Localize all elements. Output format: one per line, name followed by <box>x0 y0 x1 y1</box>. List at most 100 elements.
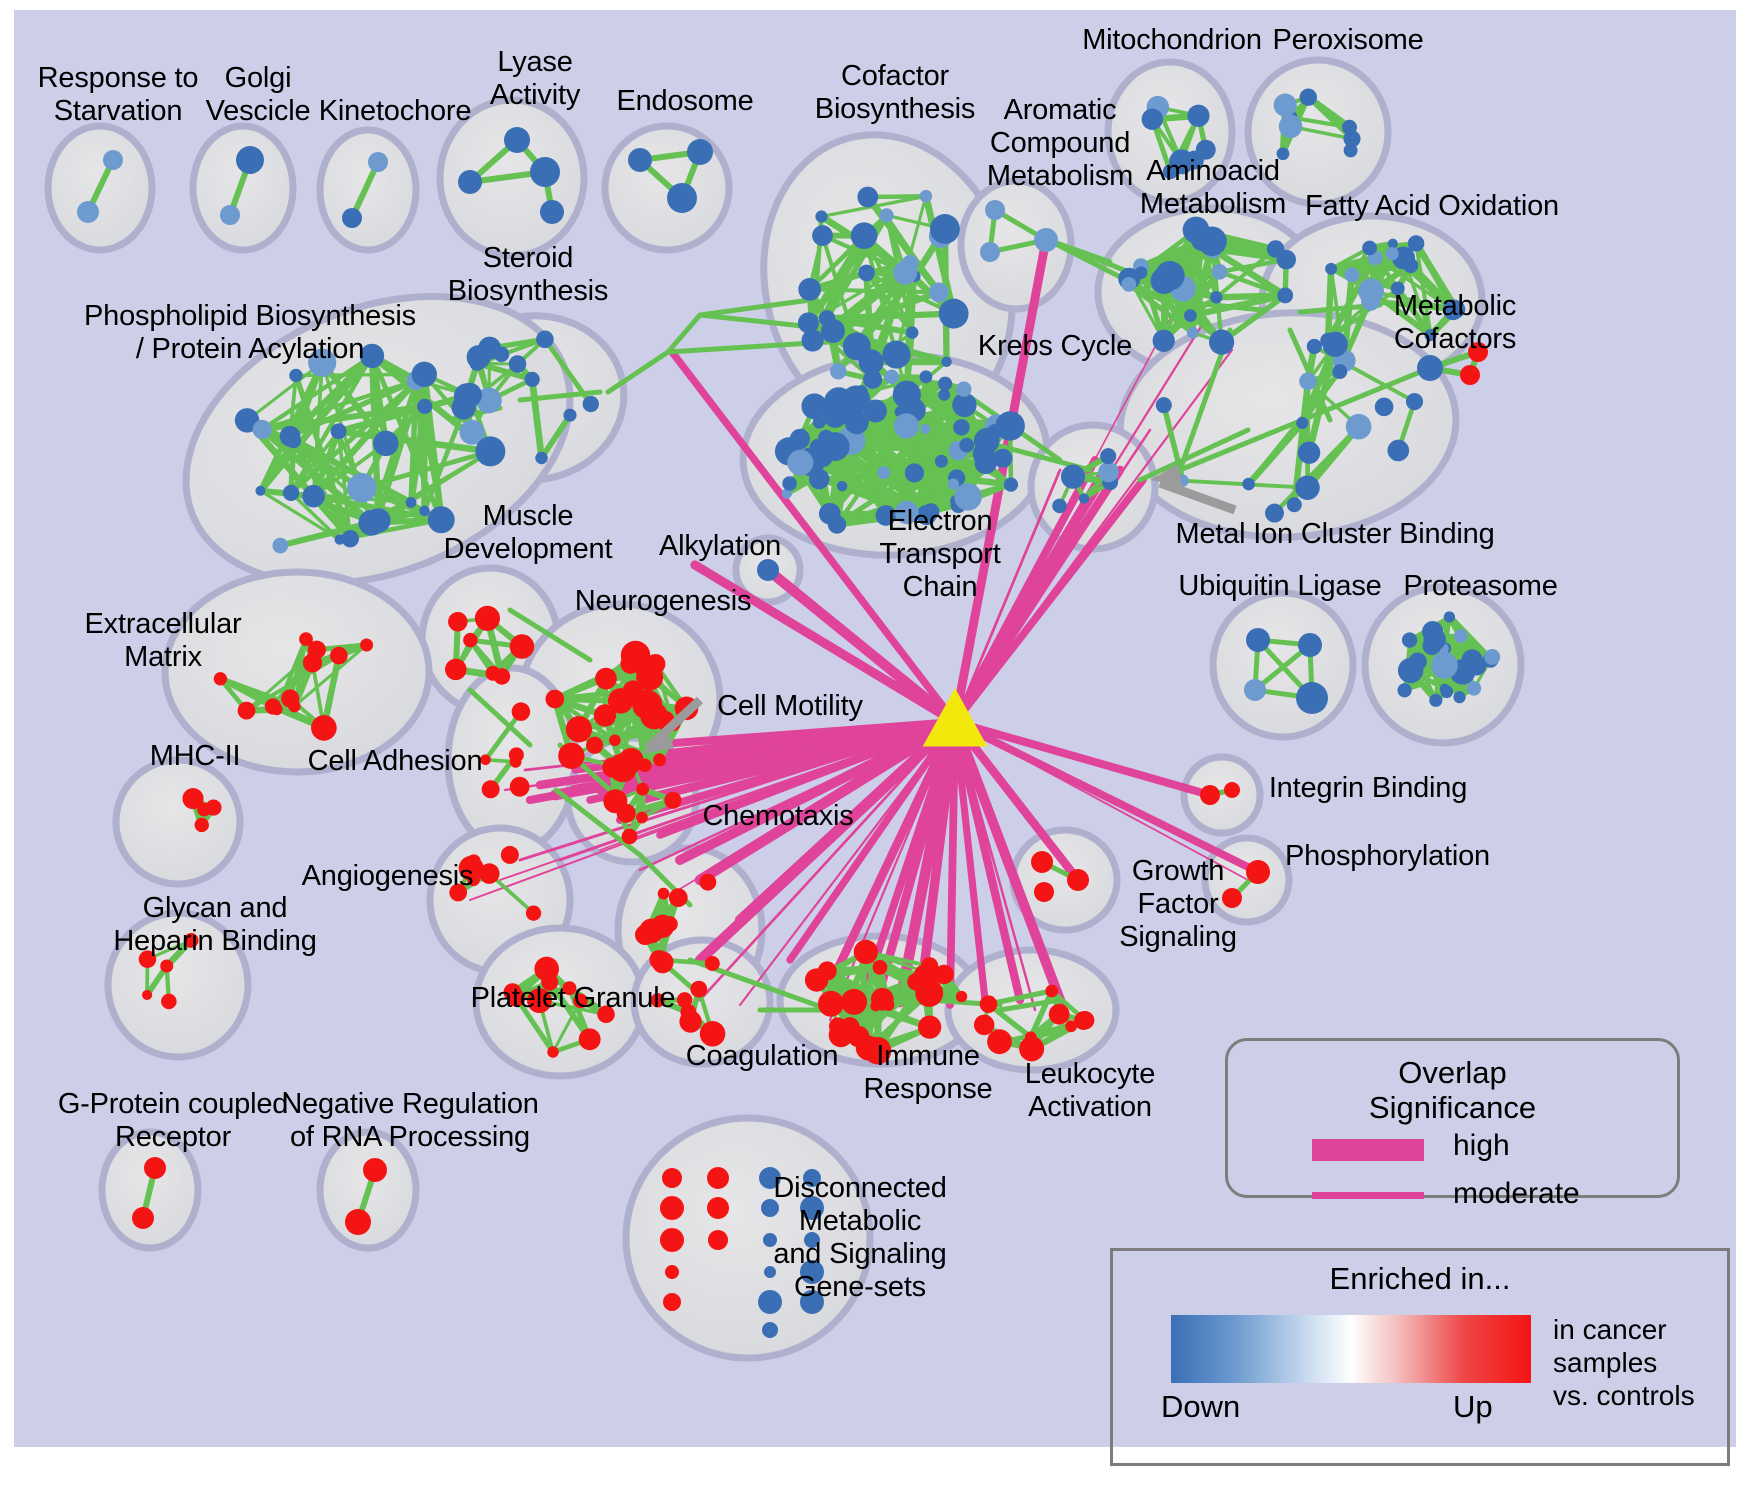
gene-set-node <box>308 348 337 377</box>
overlap-edge <box>553 787 643 858</box>
overlap-edge <box>1137 427 1251 483</box>
gene-set-node <box>1276 249 1297 270</box>
gene-set-node <box>870 1000 881 1012</box>
gene-set-node <box>578 1028 601 1051</box>
hub-node-colon-cancer-disease-genes[interactable] <box>922 688 988 747</box>
gene-set-node <box>882 340 911 369</box>
overlap-edge <box>697 297 813 318</box>
overlap-edge <box>985 1001 1034 1040</box>
gene-set-node <box>1060 464 1086 489</box>
gene-set-node <box>476 387 502 414</box>
gene-set-node <box>562 981 577 996</box>
gene-set-node <box>844 410 869 435</box>
gene-set-node <box>530 157 560 187</box>
gene-set-node <box>761 1199 779 1217</box>
gene-set-node <box>1121 276 1137 292</box>
gene-set-node <box>1332 364 1348 380</box>
gene-set-node <box>138 950 157 968</box>
gene-set-node <box>1306 338 1322 355</box>
gene-set-node <box>1184 150 1204 170</box>
gene-set-node <box>803 1169 821 1187</box>
gene-set-node <box>800 1260 824 1284</box>
gene-set-node <box>302 653 323 673</box>
gene-set-node <box>653 753 667 767</box>
gene-set-node <box>938 376 953 391</box>
gene-set-node <box>815 210 828 223</box>
gene-set-node <box>573 993 588 1009</box>
cluster-label-neurogenesis: Neurogenesis <box>574 585 752 617</box>
cluster-label-integrin-binding: Integrin Binding <box>1268 772 1468 804</box>
cluster-hull <box>1180 753 1264 837</box>
gene-set-node <box>565 716 593 743</box>
gene-set-node <box>863 1037 892 1065</box>
overlap-edge <box>1412 239 1460 313</box>
gene-set-node <box>1210 291 1223 304</box>
gene-set-node <box>676 992 693 1008</box>
gene-set-node <box>1211 264 1228 280</box>
gene-set-node <box>1422 636 1442 656</box>
legend-enriched-in: Enriched in... Down Up in cancer samples v… <box>1110 1248 1730 1466</box>
gene-set-node <box>1297 441 1321 464</box>
gene-set-node <box>474 605 500 631</box>
legend-up-label: Up <box>1453 1389 1493 1424</box>
gene-set-node <box>1150 267 1178 294</box>
gene-set-node <box>812 415 826 429</box>
gene-set-node <box>1246 860 1270 884</box>
gene-set-node <box>1200 785 1220 805</box>
overlap-edge <box>864 270 956 316</box>
cluster-label-immune-response: Immune Response <box>863 1040 993 1105</box>
overlap-edge <box>1245 419 1306 488</box>
gene-set-node <box>1052 498 1067 514</box>
gene-set-node <box>1407 235 1425 252</box>
gene-set-node <box>858 264 875 282</box>
hub-triangle-icon[interactable] <box>922 688 988 747</box>
gene-set-node <box>142 989 153 1001</box>
overlap-edge <box>997 997 1063 1013</box>
overlap-edge <box>260 378 419 432</box>
gene-set-nodes <box>77 88 1501 1338</box>
gene-set-node <box>1155 397 1172 414</box>
arrow-metal-ion-cluster-binding <box>1150 464 1237 515</box>
hub-edge <box>951 718 1262 876</box>
gene-set-node <box>872 960 888 975</box>
cluster-label-kinetochore: Kinetochore <box>318 95 472 127</box>
gene-set-node <box>667 183 697 213</box>
cluster-label-phospholipid-biosynthesis: Phospholipid Biosynthesis / Protein Acyla… <box>84 300 416 365</box>
gene-set-node <box>411 361 437 387</box>
overlap-edge <box>259 403 428 433</box>
overlap-edge <box>369 449 492 525</box>
gene-set-node <box>762 1322 778 1338</box>
hub-edge <box>690 560 960 727</box>
gene-set-node <box>660 1228 684 1252</box>
gene-set-node <box>645 654 666 674</box>
gene-set-node <box>427 506 455 534</box>
legend-high-label: high <box>1453 1129 1510 1162</box>
gene-set-node <box>836 480 848 492</box>
hub-edge <box>953 720 1037 1012</box>
overlap-edge <box>1218 292 1288 345</box>
gene-set-node <box>947 478 959 490</box>
gene-set-node <box>817 990 844 1017</box>
cluster-label-cell-adhesion: Cell Adhesion <box>307 745 483 777</box>
gene-set-node <box>687 139 713 165</box>
gene-set-node <box>1222 888 1242 908</box>
hub-edge <box>953 468 1062 724</box>
gene-set-node <box>1322 331 1348 358</box>
cluster-label-coagulation: Coagulation <box>685 1040 839 1072</box>
gene-set-node <box>863 399 887 423</box>
gene-set-node <box>1186 326 1199 339</box>
cluster-label-response-to-starvation: Response to Starvation <box>37 62 199 127</box>
gene-set-node <box>823 404 848 428</box>
gene-set-node <box>649 950 669 970</box>
gene-set-node <box>264 698 282 715</box>
gene-set-node <box>511 702 531 721</box>
gene-set-node <box>664 791 682 809</box>
overlap-edge <box>288 353 375 496</box>
gene-set-node <box>1034 228 1058 252</box>
gene-set-node <box>956 381 972 397</box>
cluster-label-metabolic-cofactors: Metabolic Cofactors <box>1393 290 1517 355</box>
cluster-label-endosome: Endosome <box>616 85 754 117</box>
gene-set-node <box>1343 130 1361 148</box>
hub-edge <box>518 720 957 862</box>
gene-set-node <box>830 363 847 380</box>
